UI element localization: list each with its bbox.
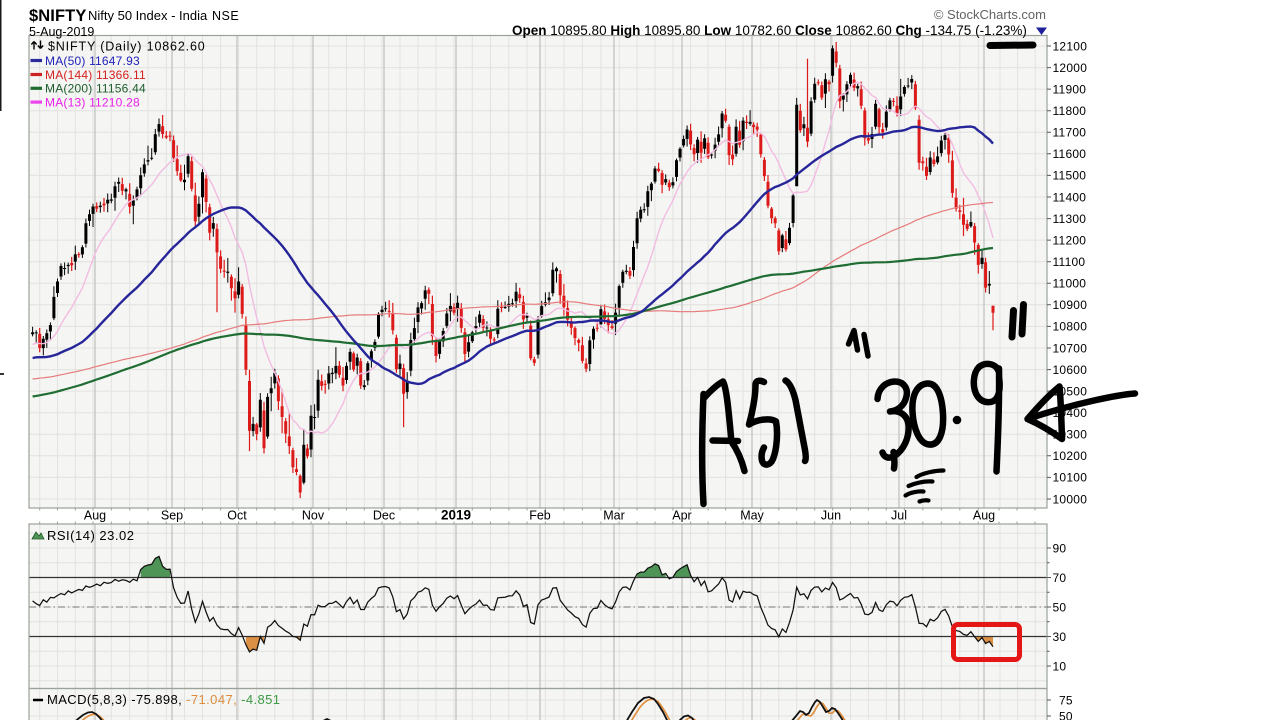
svg-text:© StockCharts.com: © StockCharts.com bbox=[934, 7, 1046, 22]
svg-text:10: 10 bbox=[1053, 659, 1067, 673]
svg-text:Dec: Dec bbox=[373, 509, 395, 523]
svg-text:11900: 11900 bbox=[1053, 82, 1087, 96]
svg-text:11700: 11700 bbox=[1053, 126, 1087, 140]
svg-text:10100: 10100 bbox=[1053, 471, 1088, 485]
svg-text:70: 70 bbox=[1053, 571, 1067, 585]
svg-text:MA(144) 11366.11: MA(144) 11366.11 bbox=[45, 68, 146, 82]
svg-text:10600: 10600 bbox=[1053, 363, 1088, 377]
svg-text:11200: 11200 bbox=[1053, 233, 1087, 247]
svg-text:11100: 11100 bbox=[1053, 255, 1086, 269]
svg-text:Open 10895.80 High 10895.80 Lo: Open 10895.80 High 10895.80 Low 10782.60… bbox=[512, 23, 1027, 38]
svg-text:$NIFTY: $NIFTY bbox=[29, 7, 86, 25]
svg-text:NSE: NSE bbox=[212, 9, 239, 23]
svg-text:Feb: Feb bbox=[529, 509, 551, 523]
svg-text:Aug: Aug bbox=[973, 509, 995, 523]
svg-text:90: 90 bbox=[1053, 541, 1067, 555]
svg-text:RSI(14) 23.02: RSI(14) 23.02 bbox=[47, 528, 134, 543]
svg-text:Sep: Sep bbox=[161, 509, 183, 523]
svg-text:75: 75 bbox=[1059, 693, 1073, 707]
svg-text:11300: 11300 bbox=[1053, 212, 1087, 226]
svg-text:10900: 10900 bbox=[1053, 298, 1088, 312]
svg-text:30: 30 bbox=[1053, 630, 1067, 644]
svg-text:12000: 12000 bbox=[1053, 61, 1088, 75]
svg-text:$NIFTY (Daily) 10862.60: $NIFTY (Daily) 10862.60 bbox=[48, 40, 206, 54]
svg-text:MA(50) 11647.93: MA(50) 11647.93 bbox=[45, 54, 140, 68]
svg-text:11600: 11600 bbox=[1053, 147, 1087, 161]
svg-text:50: 50 bbox=[1059, 709, 1073, 720]
svg-text:2019: 2019 bbox=[441, 508, 471, 523]
svg-text:Nov: Nov bbox=[302, 509, 325, 523]
svg-text:MA(13) 11210.28: MA(13) 11210.28 bbox=[45, 95, 140, 109]
svg-text:11000: 11000 bbox=[1053, 277, 1087, 291]
svg-text:5-Aug-2019: 5-Aug-2019 bbox=[29, 25, 94, 39]
svg-text:10800: 10800 bbox=[1053, 320, 1088, 334]
svg-text:May: May bbox=[740, 509, 764, 523]
svg-text:50: 50 bbox=[1053, 600, 1067, 614]
svg-text:Jun: Jun bbox=[821, 509, 841, 523]
svg-text:MACD(5,8,3) -75.898, -71.047,: MACD(5,8,3) -75.898, -71.047, -4.851 bbox=[47, 692, 280, 707]
svg-text:Apr: Apr bbox=[672, 509, 691, 523]
svg-text:Aug: Aug bbox=[84, 509, 106, 523]
svg-text:Jul: Jul bbox=[891, 509, 907, 523]
svg-text:11800: 11800 bbox=[1053, 104, 1087, 118]
svg-text:MA(200) 11156.44: MA(200) 11156.44 bbox=[45, 82, 146, 96]
svg-text:10700: 10700 bbox=[1053, 341, 1088, 355]
svg-text:Oct: Oct bbox=[227, 509, 247, 523]
svg-text:10000: 10000 bbox=[1053, 492, 1088, 506]
svg-text:11400: 11400 bbox=[1053, 190, 1087, 204]
svg-text:Mar: Mar bbox=[603, 509, 625, 523]
svg-text:Nifty 50 Index - India: Nifty 50 Index - India bbox=[88, 8, 208, 23]
svg-text:12100: 12100 bbox=[1053, 39, 1088, 53]
svg-text:10200: 10200 bbox=[1053, 449, 1088, 463]
svg-text:11500: 11500 bbox=[1053, 169, 1087, 183]
